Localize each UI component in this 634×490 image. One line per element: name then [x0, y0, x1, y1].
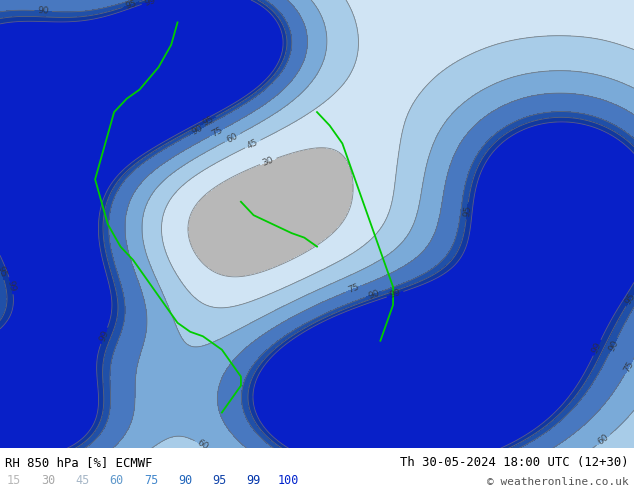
Text: 99: 99: [388, 288, 402, 300]
Text: © weatheronline.co.uk: © weatheronline.co.uk: [487, 477, 629, 487]
Text: 95: 95: [201, 114, 215, 127]
Text: Th 30-05-2024 18:00 UTC (12+30): Th 30-05-2024 18:00 UTC (12+30): [400, 456, 629, 469]
Text: 60: 60: [195, 439, 210, 452]
Text: 99: 99: [143, 0, 157, 8]
Text: 45: 45: [75, 474, 89, 487]
Text: 99: 99: [6, 279, 17, 293]
Text: 90: 90: [366, 288, 380, 300]
Text: 99: 99: [590, 341, 604, 355]
Text: 90: 90: [607, 339, 620, 353]
Text: 60: 60: [110, 474, 124, 487]
Text: 30: 30: [41, 474, 55, 487]
Text: 60: 60: [596, 433, 611, 447]
Text: 75: 75: [622, 360, 634, 374]
Text: 95: 95: [124, 0, 138, 11]
Text: 99: 99: [247, 474, 261, 487]
Text: 45: 45: [246, 137, 260, 150]
Text: 60: 60: [225, 131, 240, 145]
Text: 95: 95: [624, 291, 634, 306]
Text: 75: 75: [144, 474, 158, 487]
Text: 15: 15: [7, 474, 21, 487]
Text: 75: 75: [210, 125, 224, 139]
Text: 95: 95: [212, 474, 226, 487]
Text: 90: 90: [178, 474, 192, 487]
Text: 30: 30: [261, 155, 275, 168]
Text: 100: 100: [277, 474, 299, 487]
Text: 99: 99: [98, 329, 110, 343]
Text: RH 850 hPa [%] ECMWF: RH 850 hPa [%] ECMWF: [5, 456, 153, 469]
Text: 95: 95: [462, 204, 472, 217]
Text: 95: 95: [0, 265, 8, 279]
Text: 90: 90: [190, 124, 205, 137]
Text: 90: 90: [37, 6, 49, 16]
Text: 75: 75: [347, 283, 361, 295]
